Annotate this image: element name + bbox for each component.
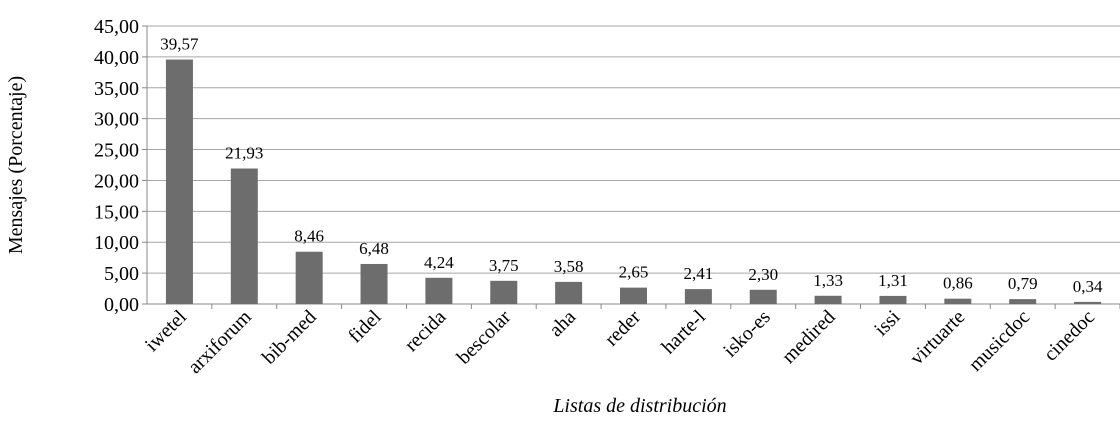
- bar: [425, 277, 453, 304]
- x-tick-label: cinedoc: [1040, 306, 1100, 366]
- value-label: 3,58: [554, 257, 584, 276]
- y-tick-label: 40,00: [94, 47, 139, 69]
- bar: [360, 263, 388, 304]
- x-tick-label: fidel: [344, 306, 386, 348]
- y-tick-label: 5,00: [104, 263, 139, 285]
- value-label: 0,86: [943, 274, 973, 293]
- value-label: 0,34: [1073, 277, 1103, 296]
- x-axis-title: Listas de distribución: [552, 395, 726, 417]
- bar: [879, 295, 907, 304]
- y-tick-label: 30,00: [94, 109, 139, 131]
- x-tick-label: medired: [778, 306, 840, 368]
- x-tick-label: arxiforum: [184, 306, 256, 378]
- bar: [490, 280, 518, 304]
- y-tick-label: 10,00: [94, 232, 139, 254]
- bar: [944, 298, 972, 304]
- bar: [295, 251, 323, 304]
- bar: [814, 295, 842, 304]
- bar: [230, 168, 258, 304]
- x-tick-label: aha: [545, 306, 580, 341]
- y-tick-label: 35,00: [94, 78, 139, 100]
- bar: [555, 281, 583, 304]
- y-tick-label: 45,00: [94, 16, 139, 38]
- value-label: 1,31: [878, 271, 908, 290]
- y-tick-label: 20,00: [94, 170, 139, 192]
- value-label: 6,48: [359, 239, 389, 258]
- value-label: 2,30: [748, 265, 778, 284]
- x-tick-label: isko-es: [719, 306, 775, 362]
- x-tick-label: virtuarte: [906, 306, 970, 370]
- value-label: 2,41: [683, 264, 713, 283]
- x-tick-label: musicdoc: [964, 306, 1034, 376]
- value-label: 0,79: [1008, 274, 1038, 293]
- x-tick-label: recida: [400, 306, 450, 356]
- value-label: 2,65: [619, 263, 649, 282]
- x-tick-label: reder: [600, 306, 645, 351]
- bar: [1009, 299, 1037, 304]
- value-label: 4,24: [424, 253, 454, 272]
- x-tick-label: bescolar: [453, 306, 516, 369]
- bar: [749, 289, 777, 304]
- y-tick-label: 0,00: [104, 294, 139, 316]
- y-tick-label: 15,00: [94, 201, 139, 223]
- value-label: 3,75: [489, 256, 519, 275]
- bar: [165, 59, 193, 304]
- x-tick-label: iwetel: [141, 306, 191, 356]
- value-label: 39,57: [160, 35, 199, 54]
- value-label: 1,33: [813, 271, 843, 290]
- bar: [620, 287, 647, 304]
- bar: [684, 289, 712, 304]
- y-axis-title: Mensajes (Porcentaje): [5, 76, 27, 254]
- y-tick-label: 25,00: [94, 140, 139, 162]
- x-tick-label: bib-med: [258, 306, 321, 369]
- bar: [1074, 301, 1102, 304]
- x-tick-label: harte-l: [657, 306, 710, 359]
- x-tick-label: issi: [870, 306, 905, 341]
- value-label: 21,93: [225, 144, 263, 163]
- value-label: 8,46: [294, 227, 324, 246]
